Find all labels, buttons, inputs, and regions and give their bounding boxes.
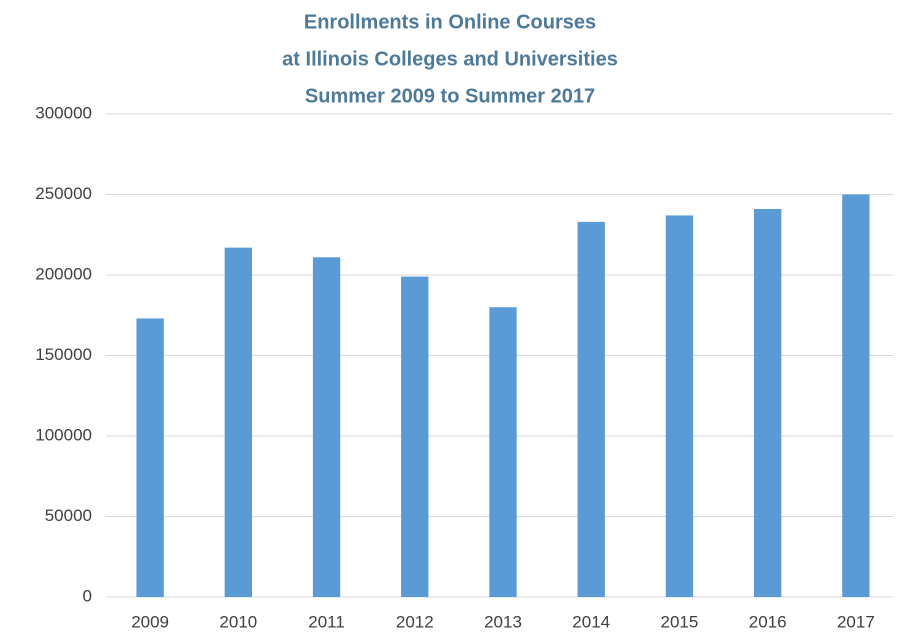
bar — [577, 221, 605, 597]
y-tick-label: 250000 — [35, 184, 92, 203]
chart-title: Summer 2009 to Summer 2017 — [305, 85, 595, 107]
x-tick-label: 2011 — [308, 612, 345, 631]
x-tick-label: 2009 — [131, 612, 169, 631]
x-tick-label: 2013 — [484, 612, 522, 631]
bar — [753, 208, 782, 598]
bar — [136, 318, 164, 597]
bar — [489, 307, 517, 597]
bar — [312, 257, 341, 597]
x-tick-label: 2012 — [396, 612, 434, 631]
chart-title: at Illinois Colleges and Universities — [282, 48, 618, 70]
y-tick-label: 0 — [83, 586, 92, 605]
bar — [401, 276, 429, 597]
y-tick-label: 200000 — [35, 264, 92, 283]
bar — [665, 215, 694, 597]
chart-title: Enrollments in Online Courses — [304, 11, 596, 33]
x-tick-label: 2017 — [837, 612, 875, 631]
y-tick-label: 300000 — [35, 103, 92, 122]
y-tick-label: 100000 — [35, 425, 92, 444]
x-tick-label: 2010 — [219, 612, 257, 631]
x-tick-label: 2015 — [661, 612, 699, 631]
y-tick-label: 50000 — [45, 506, 92, 525]
x-tick-label: 2016 — [749, 612, 787, 631]
bar — [842, 194, 870, 597]
y-tick-label: 150000 — [35, 345, 92, 364]
bar — [224, 247, 253, 597]
x-tick-label: 2014 — [572, 612, 610, 631]
